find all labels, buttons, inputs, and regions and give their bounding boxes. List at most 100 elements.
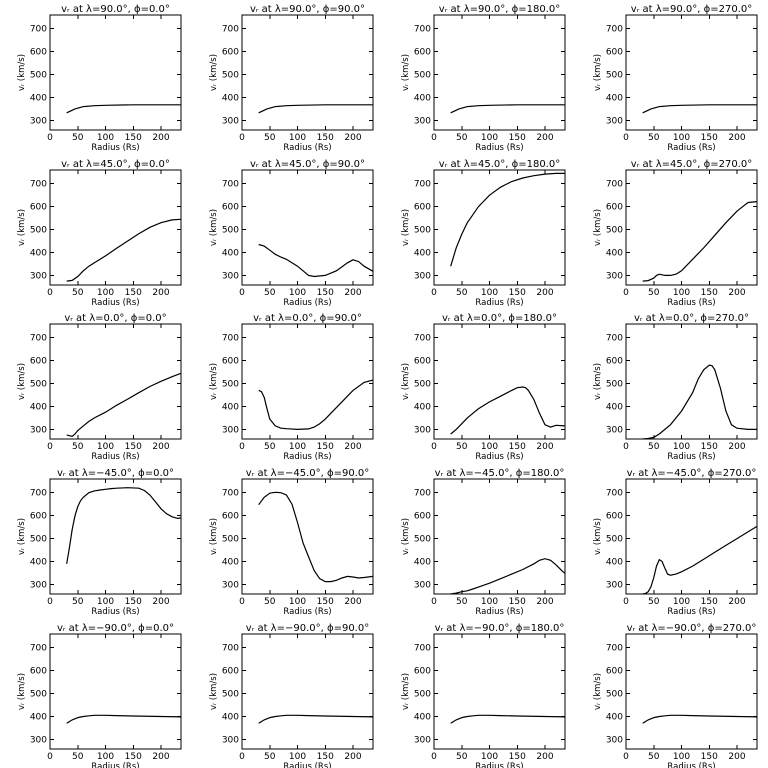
panel: vᵣ at λ=0.0°, ϕ=90.0° 0 50 100 150 200 300 400 5… [209, 313, 374, 462]
x-tick-label: 200 [344, 288, 361, 298]
panel: vᵣ at λ=45.0°, ϕ=180.0° 0 50 100 150 200 300 40… [401, 159, 566, 308]
panel-title: vᵣ at λ=−45.0°, ϕ=0.0° [57, 468, 174, 479]
x-tick-label: 150 [125, 133, 142, 143]
x-tick-label: 0 [47, 442, 53, 452]
x-axis-label: Radius (Rs) [283, 143, 331, 153]
panel: vᵣ at λ=90.0°, ϕ=180.0° 0 50 100 150 200 300 40… [401, 4, 566, 153]
panel: vᵣ at λ=90.0°, ϕ=270.0° 0 50 100 150 200 300 40… [593, 4, 758, 153]
x-tick-label: 100 [481, 752, 498, 762]
y-tick-label: 300 [606, 116, 623, 126]
x-tick-label: 0 [47, 597, 53, 607]
y-axis-label: vᵣ (km/s) [593, 209, 603, 246]
x-tick-label: 50 [72, 597, 84, 607]
x-tick-label: 100 [481, 288, 498, 298]
x-tick-label: 100 [97, 133, 114, 143]
x-tick-label: 150 [125, 597, 142, 607]
panel: vᵣ at λ=45.0°, ϕ=0.0° 0 50 100 150 200 300 400 5… [17, 159, 182, 308]
x-tick-label: 0 [431, 288, 437, 298]
y-tick-label: 600 [606, 667, 623, 677]
x-tick-label: 0 [239, 288, 245, 298]
panel-title: vᵣ at λ=90.0°, ϕ=270.0° [631, 4, 752, 15]
x-axis-label: Radius (Rs) [475, 143, 523, 153]
x-tick-label: 200 [728, 288, 745, 298]
x-tick-label: 100 [289, 597, 306, 607]
y-axis-label: vᵣ (km/s) [593, 363, 603, 400]
y-tick-label: 500 [606, 690, 623, 700]
y-tick-label: 300 [606, 580, 623, 590]
y-tick-label: 400 [30, 712, 47, 722]
y-tick-label: 500 [222, 380, 239, 390]
y-tick-label: 700 [606, 334, 623, 344]
y-tick-label: 300 [222, 116, 239, 126]
y-tick-label: 600 [30, 48, 47, 58]
panel: vᵣ at λ=0.0°, ϕ=270.0° 0 50 100 150 200 300 400… [593, 313, 758, 462]
panel: vᵣ at λ=−90.0°, ϕ=90.0° 0 50 100 150 200 300 40… [209, 623, 374, 768]
y-tick-label: 300 [606, 271, 623, 281]
panel: vᵣ at λ=−90.0°, ϕ=270.0° 0 50 100 150 200 300 4… [593, 623, 758, 768]
y-tick-label: 300 [222, 425, 239, 435]
x-tick-label: 150 [125, 752, 142, 762]
y-tick-label: 400 [30, 248, 47, 258]
y-tick-label: 700 [606, 180, 623, 190]
x-tick-label: 100 [97, 752, 114, 762]
x-tick-label: 100 [673, 597, 690, 607]
panel: vᵣ at λ=45.0°, ϕ=90.0° 0 50 100 150 200 300 400… [209, 159, 374, 308]
y-tick-label: 700 [30, 644, 47, 654]
y-tick-label: 300 [222, 271, 239, 281]
y-tick-label: 600 [30, 512, 47, 522]
y-tick-label: 600 [30, 203, 47, 213]
x-tick-label: 50 [648, 442, 660, 452]
x-tick-label: 100 [97, 288, 114, 298]
panel-title: vᵣ at λ=−90.0°, ϕ=0.0° [57, 623, 174, 634]
x-tick-label: 200 [344, 133, 361, 143]
x-axis-label: Radius (Rs) [475, 452, 523, 462]
x-tick-label: 200 [728, 442, 745, 452]
x-axis-label: Radius (Rs) [283, 452, 331, 462]
series-line [258, 104, 373, 114]
plot-frame [241, 633, 374, 750]
y-axis-label: vᵣ (km/s) [17, 54, 27, 91]
y-tick-label: 500 [30, 690, 47, 700]
x-tick-label: 0 [47, 288, 53, 298]
plot-frame [433, 323, 566, 440]
plot-frame [241, 169, 374, 286]
x-tick-label: 200 [344, 442, 361, 452]
y-tick-label: 400 [30, 402, 47, 412]
x-tick-label: 100 [481, 442, 498, 452]
y-tick-label: 300 [222, 735, 239, 745]
x-tick-label: 100 [673, 288, 690, 298]
x-tick-label: 100 [481, 597, 498, 607]
series-line [642, 104, 757, 114]
y-tick-label: 500 [606, 535, 623, 545]
y-tick-label: 300 [222, 580, 239, 590]
y-tick-label: 700 [30, 489, 47, 499]
plot-frame [625, 633, 758, 750]
plot-frame [241, 478, 374, 595]
panel-title: vᵣ at λ=−90.0°, ϕ=180.0° [435, 623, 565, 634]
y-tick-label: 700 [30, 25, 47, 35]
x-tick-label: 150 [701, 133, 718, 143]
y-tick-label: 300 [30, 735, 47, 745]
y-tick-label: 700 [222, 25, 239, 35]
x-tick-label: 100 [673, 752, 690, 762]
x-tick-label: 200 [152, 442, 169, 452]
x-tick-label: 100 [289, 133, 306, 143]
y-tick-label: 700 [30, 180, 47, 190]
panel-title: vᵣ at λ=−90.0°, ϕ=270.0° [627, 623, 757, 634]
y-axis-label: vᵣ (km/s) [17, 209, 27, 246]
series-line [642, 714, 758, 724]
y-axis-label: vᵣ (km/s) [593, 54, 603, 91]
x-axis-label: Radius (Rs) [475, 762, 523, 768]
x-axis-label: Radius (Rs) [475, 607, 523, 617]
series-line [66, 714, 182, 724]
x-axis-label: Radius (Rs) [283, 762, 331, 768]
x-tick-label: 150 [509, 442, 526, 452]
y-tick-label: 600 [222, 667, 239, 677]
y-tick-label: 300 [414, 116, 431, 126]
x-tick-label: 150 [509, 288, 526, 298]
plot-frame [433, 478, 566, 595]
panel: vᵣ at λ=−45.0°, ϕ=270.0° 0 50 100 150 200 300 4… [593, 468, 758, 617]
y-tick-label: 600 [606, 203, 623, 213]
y-tick-label: 600 [606, 48, 623, 58]
y-tick-label: 500 [222, 535, 239, 545]
